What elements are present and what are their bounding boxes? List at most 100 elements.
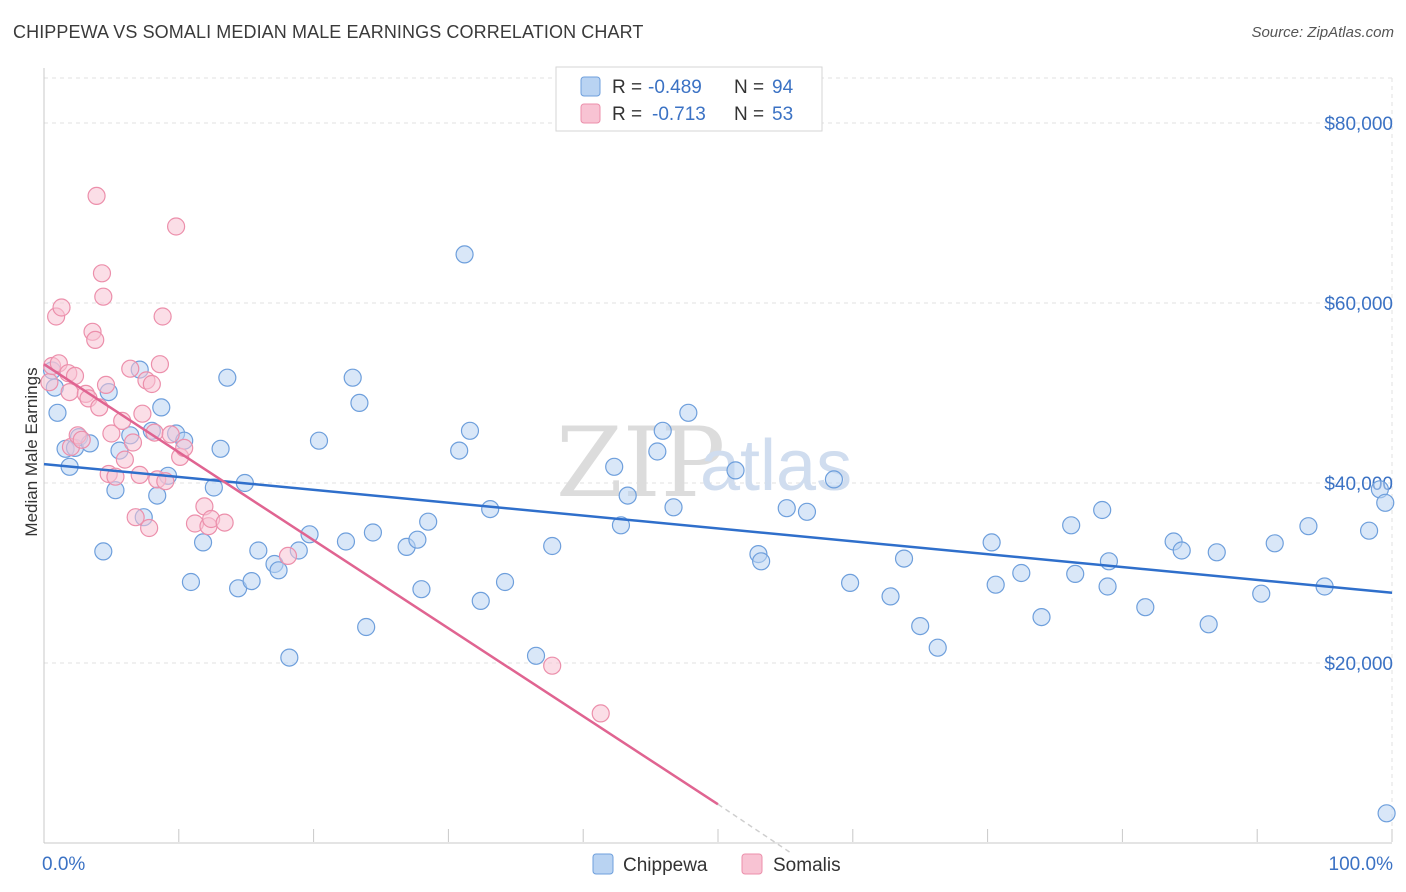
somali-point [140, 518, 159, 538]
bottom-legend-somalis: Somalis [773, 855, 841, 876]
chippewa-point [48, 403, 67, 422]
y-tick-label: $60,000 [1324, 294, 1393, 315]
legend-r-value-somalis: -0.713 [652, 104, 706, 125]
legend-r-label-somalis: R = [612, 104, 642, 125]
somali-point [123, 433, 143, 452]
somali-point [133, 404, 152, 423]
chippewa-point [1207, 543, 1226, 562]
chippewa-point [419, 512, 438, 531]
chippewa-point [408, 530, 427, 549]
watermark: ZIP atlas [556, 407, 852, 519]
somali-point [86, 330, 105, 349]
x-tick-label-max: 100.0% [1329, 854, 1394, 875]
legend-n-label-chippewa: N = [734, 77, 764, 98]
chippewa-point [1093, 500, 1112, 520]
chippewa-point [841, 573, 860, 593]
somali-point [278, 546, 298, 566]
legend-swatch-somalis [580, 103, 601, 124]
chippewa-point [343, 368, 362, 387]
chippewa-point [982, 533, 1001, 552]
y-tick-label: $80,000 [1324, 114, 1393, 135]
legend-r-value-chippewa: -0.489 [648, 77, 702, 98]
legend-n-value-somalis: 53 [772, 104, 793, 125]
chippewa-point [1265, 534, 1284, 553]
chippewa-trend-line [43, 462, 1393, 595]
chippewa-point [1359, 521, 1379, 540]
chippewa-point [1136, 598, 1155, 617]
chippewa-point [1098, 577, 1117, 596]
y-tick-label: $20,000 [1324, 654, 1393, 675]
somali-trend-line [43, 363, 719, 806]
chippewa-point [193, 533, 213, 552]
chippewa-point [1062, 516, 1081, 535]
chippewa-point [211, 439, 230, 458]
somali-point [40, 373, 59, 392]
chippewa-point [648, 442, 667, 461]
bottom-legend-swatch-chippewa [592, 853, 614, 875]
chippewa-point [605, 457, 624, 476]
chippewa-point [280, 648, 299, 667]
somali-point [72, 430, 91, 449]
chippewa-point [249, 541, 268, 560]
chippewa-point [336, 532, 356, 551]
chippewa-point [300, 525, 319, 544]
legend-n-value-chippewa: 94 [772, 77, 794, 98]
somali-point [87, 186, 106, 205]
chippewa-point [1377, 804, 1396, 823]
chippewa-point [726, 461, 745, 480]
source-label: Source: ZipAtlas.com [1251, 24, 1394, 41]
legend: R = -0.489 N = 94 R = -0.713 N = 53 [555, 66, 823, 132]
chippewa-point [471, 591, 490, 611]
chippewa-point [350, 393, 369, 412]
chippewa-point [543, 536, 562, 556]
chippewa-point [1299, 517, 1318, 536]
legend-r-label-chippewa: R = [612, 77, 642, 98]
somali-point [96, 375, 116, 394]
chippewa-point [797, 502, 817, 521]
chippewa-point [450, 441, 469, 460]
chippewa-point [309, 431, 329, 450]
somali-point [121, 359, 140, 378]
chippewa-point [1172, 541, 1191, 560]
chippewa-point [1252, 584, 1271, 603]
chippewa-point [777, 499, 796, 518]
chippewa-point [611, 516, 631, 535]
chippewa-point [152, 398, 171, 417]
chippewa-point [269, 561, 288, 580]
somali-point [142, 374, 161, 394]
chippewa-point [204, 478, 223, 497]
chippewa-point [94, 542, 113, 561]
somali-point [94, 287, 113, 306]
chippewa-point [653, 421, 672, 440]
chippewa-point [618, 486, 637, 505]
chippewa-point [181, 572, 201, 592]
chippewa-point [526, 646, 546, 665]
chippewa-point [664, 498, 683, 517]
watermark-atlas: atlas [700, 426, 852, 506]
chippewa-point [357, 617, 376, 637]
chippewa-point [1199, 615, 1218, 634]
somali-point [167, 217, 186, 236]
chippewa-point [752, 552, 771, 571]
chippewa-point [1012, 563, 1031, 583]
chippewa-point [679, 403, 698, 422]
somali-point [543, 656, 562, 675]
chippewa-point [412, 580, 431, 599]
chippewa-point [1032, 607, 1051, 627]
chippewa-point [881, 587, 900, 606]
chart-title: CHIPPEWA VS SOMALI MEDIAN MALE EARNINGS … [13, 22, 644, 42]
axes [43, 68, 1393, 844]
chippewa-point [1066, 564, 1085, 584]
somali-point [150, 355, 170, 374]
chippewa-point [481, 500, 500, 519]
series-chippewa [42, 245, 1396, 823]
legend-n-label-somalis: N = [734, 104, 764, 125]
somali-point [153, 307, 172, 326]
bottom-legend-chippewa: Chippewa [623, 855, 708, 876]
chippewa-point [1376, 493, 1395, 512]
chippewa-point [460, 421, 480, 440]
somali-point [126, 508, 145, 527]
chippewa-point [928, 638, 947, 657]
somali-point [591, 704, 610, 723]
